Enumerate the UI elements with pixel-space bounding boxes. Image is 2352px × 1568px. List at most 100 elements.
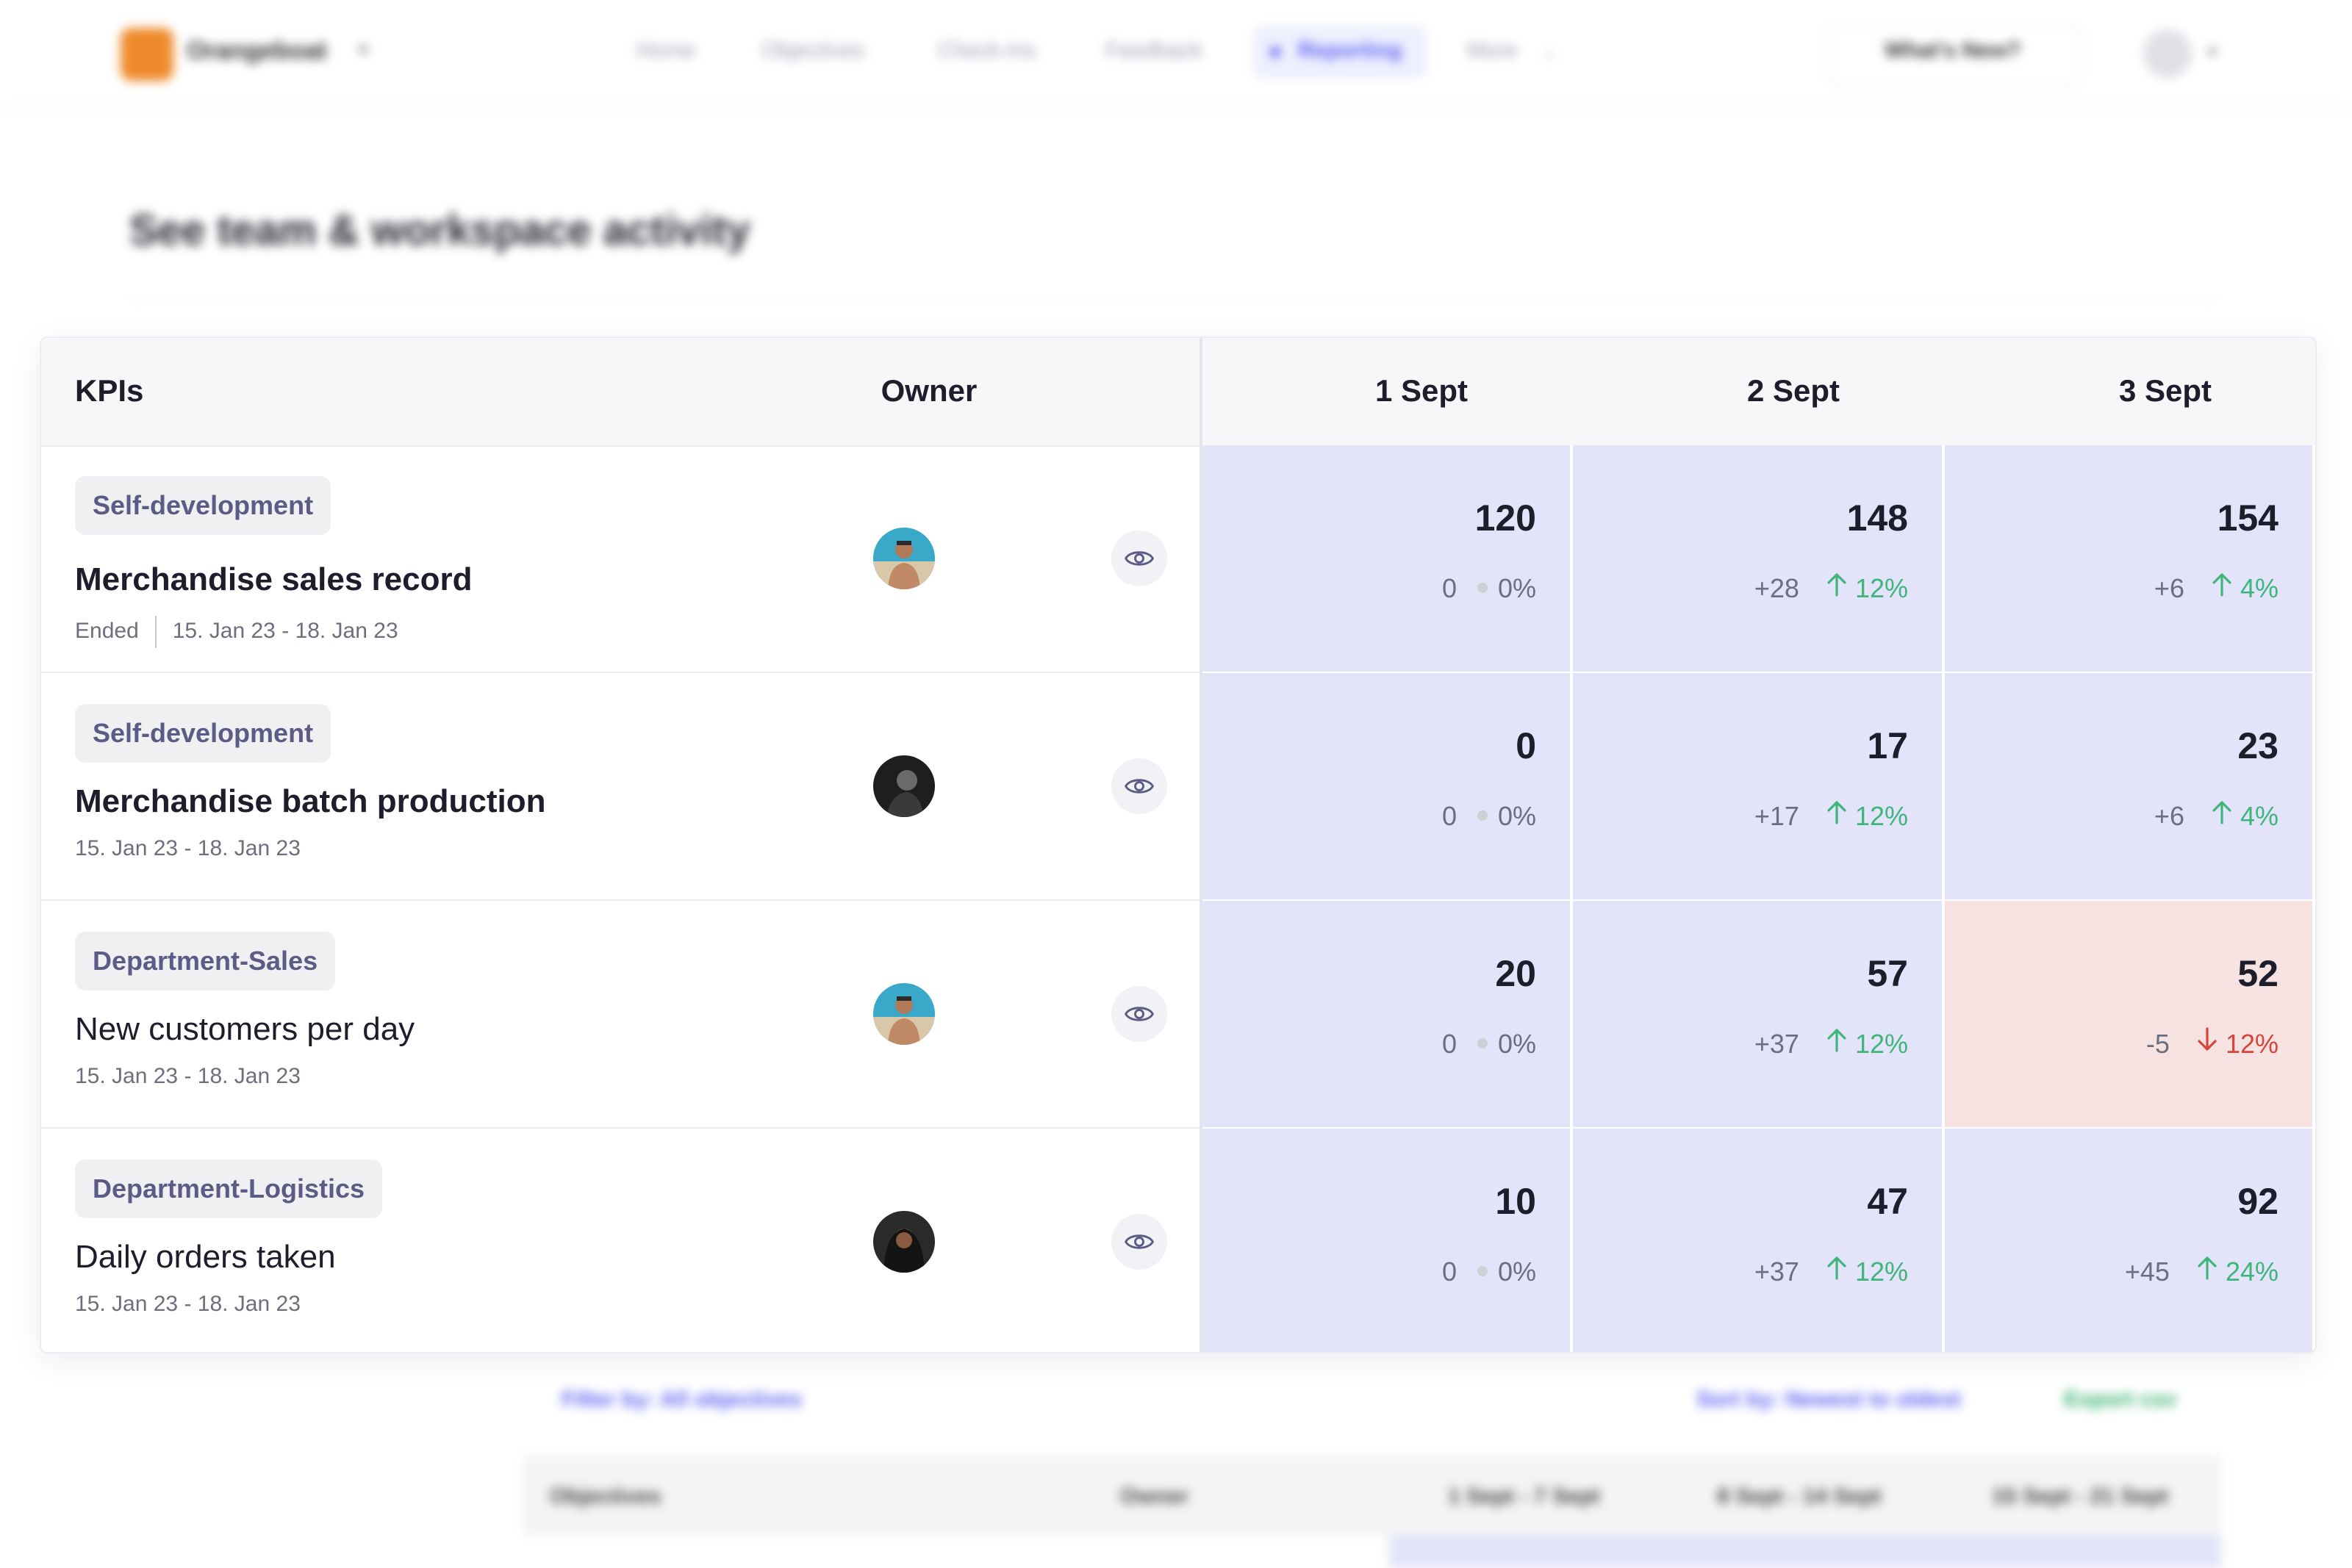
kpi-percent: 0% (1497, 1256, 1536, 1287)
view-button[interactable] (1111, 531, 1167, 586)
table-row[interactable]: Self-development Merchandise sales recor… (41, 445, 2315, 673)
dark-avatar-icon (873, 755, 935, 817)
row-divider (41, 1127, 1200, 1129)
kpi-cell[interactable]: 17 +17 12% (1573, 673, 1945, 901)
chevron-down-icon[interactable]: ▾ (359, 38, 369, 60)
kpi-value: 20 (1495, 953, 1536, 994)
kpi-delta: +6 (2154, 573, 2184, 603)
kpi-delta: 0 (1441, 801, 1457, 831)
brand-logo-icon[interactable] (121, 28, 173, 81)
beach-avatar-icon (873, 983, 935, 1045)
top-navigation-bar: Orangeboat ▾ Home Objectives Check-ins F… (0, 0, 2352, 109)
column-header-date-2: 2 Sept (1746, 373, 1840, 408)
kpi-date-range: 15. Jan 23 - 18. Jan 23 (172, 618, 398, 643)
kpi-name[interactable]: Merchandise batch production (75, 783, 546, 819)
kpi-value: 52 (2237, 953, 2278, 994)
kpi-name[interactable]: Merchandise sales record (75, 561, 473, 597)
kpi-cell[interactable]: 52 -5 12% (1945, 901, 2315, 1129)
kpi-percent: 24% (2225, 1256, 2278, 1287)
chevron-down-icon[interactable]: ▾ (2208, 42, 2217, 62)
kpi-change: -5 12% (2145, 1027, 2278, 1062)
nav-objectives[interactable]: Objectives (761, 38, 865, 62)
kpi-percent: 0% (1497, 801, 1536, 831)
nav-check-ins[interactable]: Check-ins (938, 38, 1036, 62)
kpi-cell[interactable]: 120 0 0% (1202, 445, 1573, 673)
table-row[interactable]: Department-Sales New customers per day 1… (41, 901, 2315, 1129)
kpi-delta: +6 (2154, 801, 2184, 831)
nav-feedback[interactable]: Feedback (1105, 38, 1202, 62)
sort-dropdown[interactable]: Sort by: Newest to oldest (1696, 1387, 1962, 1411)
kpi-cell[interactable]: 92 +45 24% (1945, 1129, 2315, 1352)
beach-avatar-icon (873, 528, 935, 589)
kpi-delta: 0 (1441, 573, 1457, 603)
whats-new-label[interactable]: What's New? (1885, 38, 2021, 62)
kpi-cell[interactable]: 57 +37 12% (1573, 901, 1945, 1129)
view-button[interactable] (1111, 758, 1167, 814)
kpi-value: 23 (2237, 725, 2278, 766)
column-header-week-1: 1 Sept - 7 Sept (1448, 1484, 1600, 1508)
kpi-change: +6 4% (2154, 801, 2278, 834)
view-button[interactable] (1111, 1214, 1167, 1270)
column-header-week-3: 15 Sept - 21 Sept (1992, 1484, 2169, 1508)
kpi-cell[interactable]: 20 0 0% (1202, 901, 1573, 1129)
brand-name[interactable]: Orangeboat (187, 37, 327, 65)
owner-avatar[interactable] (873, 983, 935, 1045)
kpi-percent: 4% (2240, 801, 2278, 831)
kpi-value: 47 (1867, 1181, 1908, 1222)
category-tag: Self-development (75, 476, 331, 535)
kpi-cell[interactable]: 10 0 0% (1202, 1129, 1573, 1352)
kpi-change: 0 0% (1442, 801, 1536, 832)
owner-avatar[interactable] (873, 528, 935, 589)
kpi-value: 57 (1867, 953, 1908, 994)
kpi-cell[interactable]: 0 0 0% (1202, 673, 1573, 901)
column-header-week-2: 8 Sept - 14 Sept (1717, 1484, 1882, 1508)
nav-reporting[interactable]: Reporting (1298, 38, 1402, 62)
column-header-kpis: KPIs (75, 373, 144, 408)
kpi-name[interactable]: New customers per day (75, 1011, 415, 1047)
user-avatar[interactable] (2143, 29, 2192, 78)
kpi-cell[interactable]: 47 +37 12% (1573, 1129, 1945, 1352)
kpi-percent: 12% (1854, 1256, 1908, 1287)
secondary-table-header (523, 1455, 2221, 1536)
owner-avatar[interactable] (873, 755, 935, 817)
kpi-value: 92 (2237, 1181, 2278, 1222)
kpi-date-range: 15. Jan 23 - 18. Jan 23 (75, 1292, 301, 1316)
table-row[interactable]: Department-Logistics Daily orders taken … (41, 1129, 2315, 1352)
view-button[interactable] (1111, 986, 1167, 1042)
kpi-delta: 0 (1441, 1256, 1457, 1287)
nav-more[interactable]: More (1467, 38, 1518, 62)
nav-home[interactable]: Home (637, 38, 696, 62)
whats-new-button[interactable] (1827, 24, 2080, 87)
row-divider (41, 672, 1200, 673)
kpi-delta: +17 (1754, 801, 1799, 831)
neutral-dot-icon (1477, 1038, 1488, 1049)
export-csv-link[interactable]: Export csv (2064, 1387, 2177, 1411)
filter-dropdown[interactable]: Filter by: All objectives (562, 1387, 803, 1411)
category-tag: Self-development (75, 704, 331, 763)
arrow-down-icon (2196, 1027, 2218, 1059)
kpi-name[interactable]: Daily orders taken (75, 1239, 336, 1275)
eye-icon (1125, 1007, 1154, 1021)
kpi-change: +6 4% (2154, 573, 2278, 606)
owner-avatar[interactable] (873, 1211, 935, 1273)
column-header-objectives: Objectives (550, 1484, 662, 1508)
kpi-change: 0 0% (1442, 1029, 1536, 1060)
kpi-delta: 0 (1441, 1029, 1457, 1059)
kpi-delta: -5 (2145, 1029, 2170, 1059)
kpi-cell[interactable]: 23 +6 4% (1945, 673, 2315, 901)
arrow-up-icon (2211, 572, 2233, 603)
arrow-up-icon (2196, 1255, 2218, 1287)
neutral-dot-icon (1477, 1266, 1488, 1277)
table-row[interactable]: Self-development Merchandise batch produ… (41, 673, 2315, 901)
kpi-change: +28 12% (1754, 573, 1908, 606)
hoodie-avatar-icon (873, 1211, 935, 1273)
nav-reporting-highlight[interactable] (1252, 25, 1427, 79)
chevron-down-icon[interactable]: ⌄ (1542, 42, 1557, 62)
kpi-date-range: 15. Jan 23 - 18. Jan 23 (75, 1064, 301, 1088)
kpi-delta: +37 (1754, 1029, 1799, 1059)
kpi-cell[interactable]: 154 +6 4% (1945, 445, 2315, 673)
row-divider (41, 899, 1200, 901)
column-header-date-3: 3 Sept (2118, 373, 2212, 408)
kpi-percent: 12% (1854, 801, 1908, 831)
kpi-cell[interactable]: 148 +28 12% (1573, 445, 1945, 673)
